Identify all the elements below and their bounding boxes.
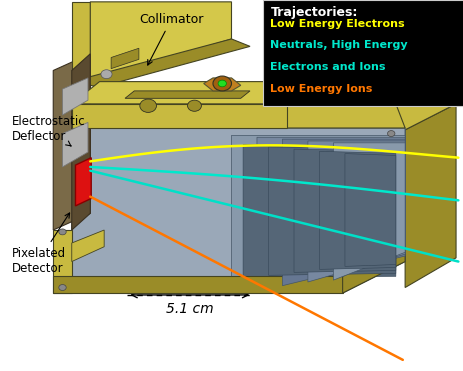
Polygon shape [319, 151, 396, 269]
Polygon shape [125, 91, 250, 98]
Circle shape [388, 250, 395, 256]
Polygon shape [72, 128, 405, 293]
Polygon shape [72, 54, 90, 230]
Text: Low Energy Ions: Low Energy Ions [270, 84, 373, 94]
Text: Pixelated
Detector: Pixelated Detector [12, 213, 69, 275]
FancyBboxPatch shape [263, 0, 463, 106]
Polygon shape [72, 230, 104, 262]
Circle shape [188, 100, 201, 111]
Polygon shape [63, 122, 88, 167]
Circle shape [388, 131, 395, 137]
Polygon shape [111, 48, 139, 69]
Text: Trajectories:: Trajectories: [270, 6, 358, 19]
Polygon shape [308, 141, 405, 282]
Text: 5.1 cm: 5.1 cm [166, 302, 213, 316]
Polygon shape [405, 104, 456, 288]
Polygon shape [343, 104, 456, 130]
Polygon shape [53, 54, 90, 230]
Polygon shape [333, 143, 405, 280]
Polygon shape [53, 230, 72, 293]
Polygon shape [72, 104, 287, 128]
Polygon shape [269, 147, 396, 275]
Polygon shape [282, 139, 405, 286]
Text: Electrostatic
Deflector: Electrostatic Deflector [12, 115, 85, 146]
Polygon shape [72, 39, 250, 87]
Circle shape [140, 99, 156, 112]
Circle shape [213, 76, 232, 91]
Circle shape [59, 229, 66, 235]
Text: Collimator: Collimator [139, 13, 204, 65]
Polygon shape [90, 2, 232, 82]
Polygon shape [294, 149, 396, 272]
Polygon shape [343, 247, 405, 293]
Polygon shape [345, 154, 396, 266]
Polygon shape [243, 145, 396, 278]
Circle shape [59, 285, 66, 290]
Polygon shape [232, 135, 405, 289]
Polygon shape [75, 158, 91, 206]
Polygon shape [63, 78, 88, 115]
Polygon shape [72, 82, 315, 104]
Text: Neutrals, High Energy: Neutrals, High Energy [270, 40, 408, 50]
Polygon shape [204, 78, 241, 91]
Circle shape [101, 70, 112, 79]
Polygon shape [72, 104, 405, 128]
Circle shape [218, 80, 226, 87]
Polygon shape [53, 276, 343, 293]
Polygon shape [72, 2, 90, 82]
Polygon shape [257, 137, 405, 288]
Text: Electrons and Ions: Electrons and Ions [270, 62, 386, 72]
Text: Low Energy Electrons: Low Energy Electrons [270, 19, 405, 29]
